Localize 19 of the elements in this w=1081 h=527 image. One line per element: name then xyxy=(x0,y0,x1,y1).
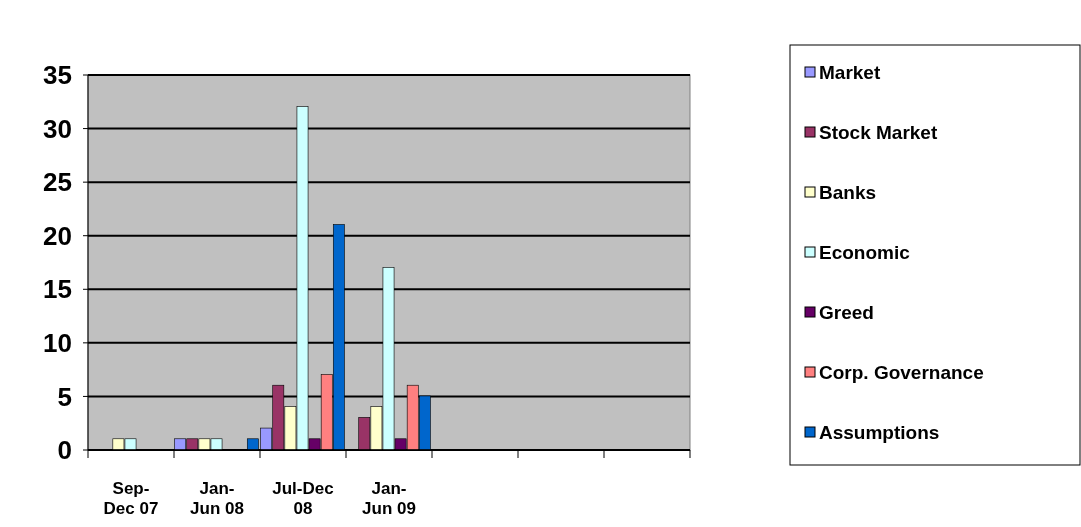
legend-label: Stock Market xyxy=(819,121,938,143)
x-tick-label: Jan- Jun 09 xyxy=(362,479,416,518)
legend-label: Market xyxy=(819,61,881,83)
y-tick-label: 10 xyxy=(43,327,72,358)
x-tick-label: Jul-Dec 08 xyxy=(272,479,334,518)
y-tick-label: 20 xyxy=(43,220,72,251)
legend-label: Corp. Governance xyxy=(819,361,984,383)
y-tick-label: 5 xyxy=(57,381,72,412)
legend-label: Assumptions xyxy=(819,421,940,443)
y-tick-label: 35 xyxy=(43,60,72,91)
y-tick-label: 15 xyxy=(43,274,72,305)
y-tick-label: 25 xyxy=(43,167,72,198)
y-tick-label: 0 xyxy=(57,435,72,466)
legend-label: Banks xyxy=(819,181,877,203)
y-tick-label: 30 xyxy=(43,113,72,144)
legend-label: Greed xyxy=(819,301,874,323)
x-tick-label: Jan- Jun 08 xyxy=(190,479,244,518)
legend-label: Economic xyxy=(819,241,911,263)
x-tick-label: Sep- Dec 07 xyxy=(103,479,159,518)
